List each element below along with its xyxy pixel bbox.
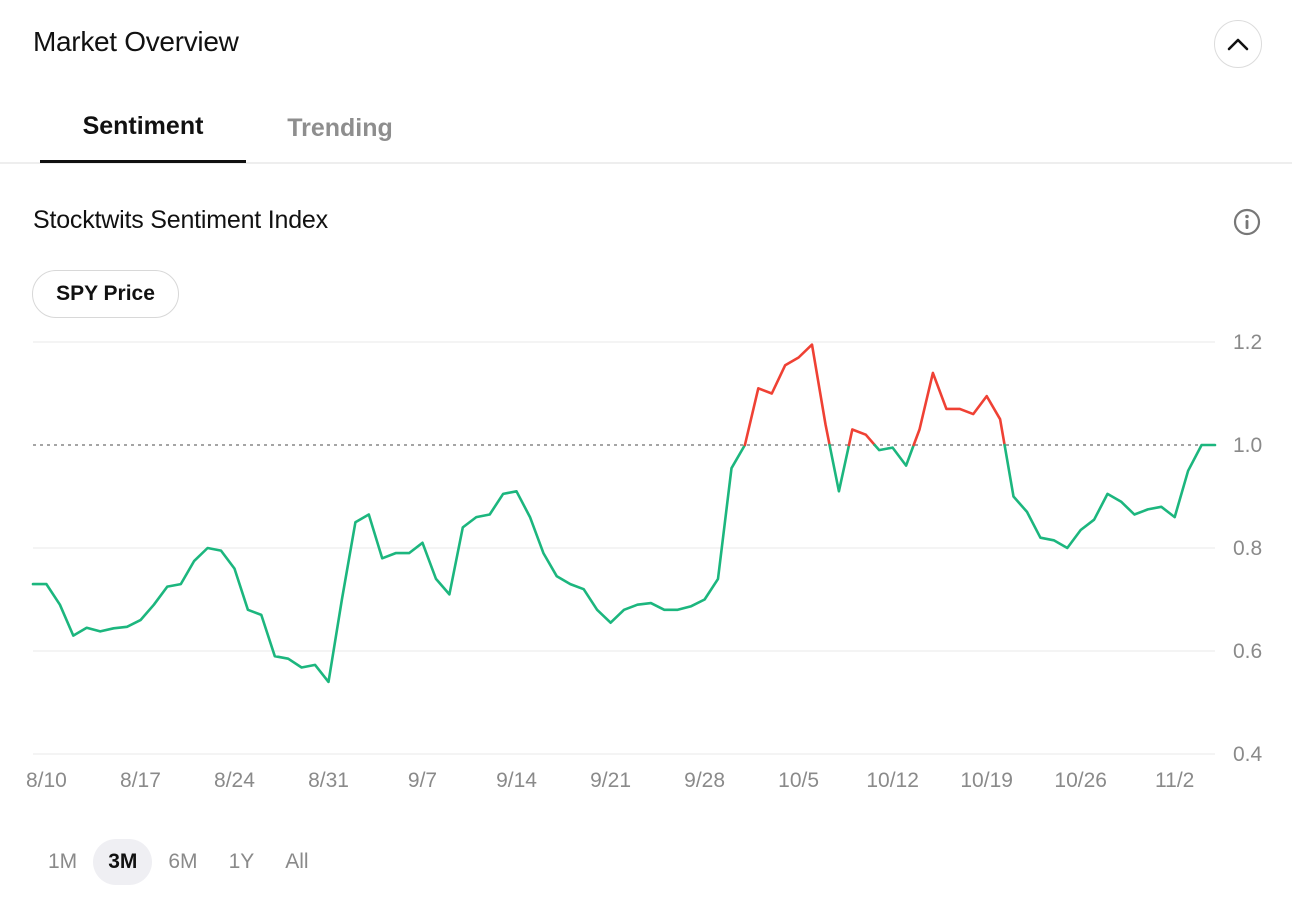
chart-grid [33, 341, 1215, 755]
series-line-below [31, 443, 747, 684]
range-1m[interactable]: 1M [48, 850, 78, 873]
x-tick-label: 8/31 [308, 769, 349, 792]
info-button[interactable] [1233, 208, 1261, 236]
series-line-above [847, 428, 877, 447]
collapse-button[interactable] [1214, 20, 1262, 68]
range-1y[interactable]: 1Y [228, 850, 255, 873]
chevron-up-icon [1227, 38, 1249, 51]
x-tick-label: 10/19 [960, 769, 1013, 792]
y-tick-label: 0.4 [1233, 743, 1263, 766]
y-tick-label: 0.8 [1233, 537, 1262, 560]
series-line-above [743, 343, 831, 447]
tab-sentiment[interactable]: Sentiment [40, 92, 246, 163]
series-line-above [912, 371, 1006, 447]
y-tick-label: 1.2 [1233, 331, 1262, 354]
tab-bar: Sentiment Trending [0, 92, 1292, 164]
x-axis: 8/10 8/17 8/24 8/31 9/7 9/14 9/21 9/28 10/5 10/12… [26, 769, 1194, 792]
spy-price-toggle[interactable]: SPY Price [32, 270, 179, 318]
x-tick-label: 8/24 [214, 769, 255, 792]
series-line-below [828, 443, 851, 493]
x-tick-label: 9/14 [496, 769, 537, 792]
y-tick-label: 1.0 [1233, 434, 1262, 457]
range-selector: 1M 3M 6M 1Y All [33, 838, 325, 886]
info-icon [1233, 208, 1261, 236]
x-tick-label: 11/2 [1155, 769, 1194, 792]
x-tick-label: 10/12 [866, 769, 919, 792]
section-title: Stocktwits Sentiment Index [33, 206, 328, 234]
series-line-below [873, 443, 916, 467]
x-tick-label: 10/5 [778, 769, 819, 792]
x-tick-label: 10/26 [1054, 769, 1107, 792]
tab-trending[interactable]: Trending [287, 113, 393, 142]
y-axis: 0.4 0.6 0.8 1.0 1.2 [1233, 331, 1263, 766]
x-tick-label: 9/28 [684, 769, 725, 792]
chart-series [31, 343, 1217, 684]
page-title: Market Overview [33, 26, 239, 57]
series-line-below [1003, 443, 1217, 550]
x-tick-label: 8/17 [120, 769, 161, 792]
x-tick-label: 8/10 [26, 769, 67, 792]
y-tick-label: 0.6 [1233, 640, 1262, 663]
range-6m[interactable]: 6M [168, 850, 198, 873]
x-tick-label: 9/21 [590, 769, 631, 792]
x-tick-label: 9/7 [408, 769, 437, 792]
sentiment-chart: 0.4 0.6 0.8 1.0 1.2 8/10 8/17 8/24 8/31 9/7 9/14 9… [26, 331, 1263, 792]
range-all[interactable]: All [285, 850, 309, 873]
range-3m[interactable]: 3M [93, 839, 153, 885]
